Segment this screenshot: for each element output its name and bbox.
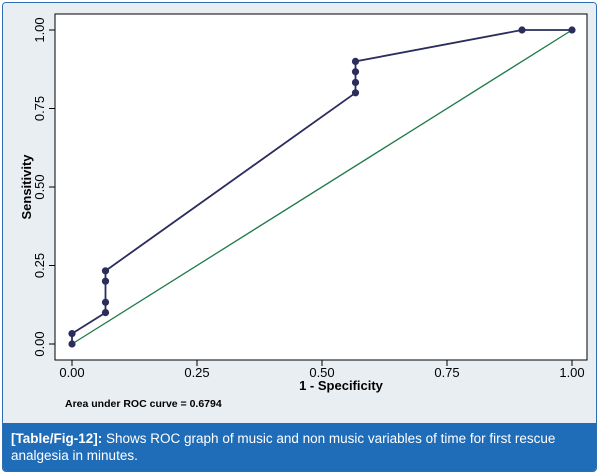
caption-label: [Table/Fig-12]: [11,431,103,446]
roc-point-8 [351,68,360,76]
y-axis-label: Sensitivity [19,154,34,220]
auc-annotation: Area under ROC curve = 0.6794 [65,398,222,410]
reference-diagonal-line [71,29,573,345]
y-tick-label-3: 0.75 [32,96,47,121]
x-tick-label-4: 1.00 [559,365,584,380]
x-tick-label-1: 0.25 [184,365,209,380]
roc-point-6 [351,89,360,97]
roc-point-7 [351,78,360,87]
y-tick-label-2: 0.50 [32,174,47,199]
figure-caption: [Table/Fig-12]: Shows ROC graph of music… [3,423,596,471]
roc-point-5 [101,267,110,275]
roc-point-11 [568,26,576,34]
roc-point-10 [518,26,526,34]
roc-point-3 [101,298,110,306]
roc-point-9 [351,57,360,65]
roc-point-4 [101,277,110,285]
x-tick-label-3: 0.75 [434,365,459,380]
series-layer [68,26,576,348]
roc-chart: 0.00 0.25 0.50 0.75 1.00 0.00 0.25 0.50 0.75 1.0… [19,13,588,410]
caption-text: Shows ROC graph of music and non music v… [11,431,556,463]
roc-point-0 [68,340,76,348]
x-axis-label: 1 - Specificity [299,378,384,393]
roc-curve-line [71,29,572,344]
x-tick-label-2: 0.50 [309,365,334,380]
y-tick-label-4: 1.00 [32,17,47,42]
roc-point-2 [101,309,110,317]
y-tick-label-0: 0.00 [32,331,47,356]
roc-point-1 [68,330,76,338]
y-tick-label-1: 0.25 [32,253,47,278]
y-axis: 0.00 0.25 0.50 0.75 1.00 [32,17,55,357]
plot-area: 0.00 0.25 0.50 0.75 1.00 0.00 0.25 0.50 0.75 1.0… [3,3,596,423]
x-axis: 0.00 0.25 0.50 0.75 1.00 [59,360,585,380]
x-tick-label-0: 0.00 [59,365,84,380]
